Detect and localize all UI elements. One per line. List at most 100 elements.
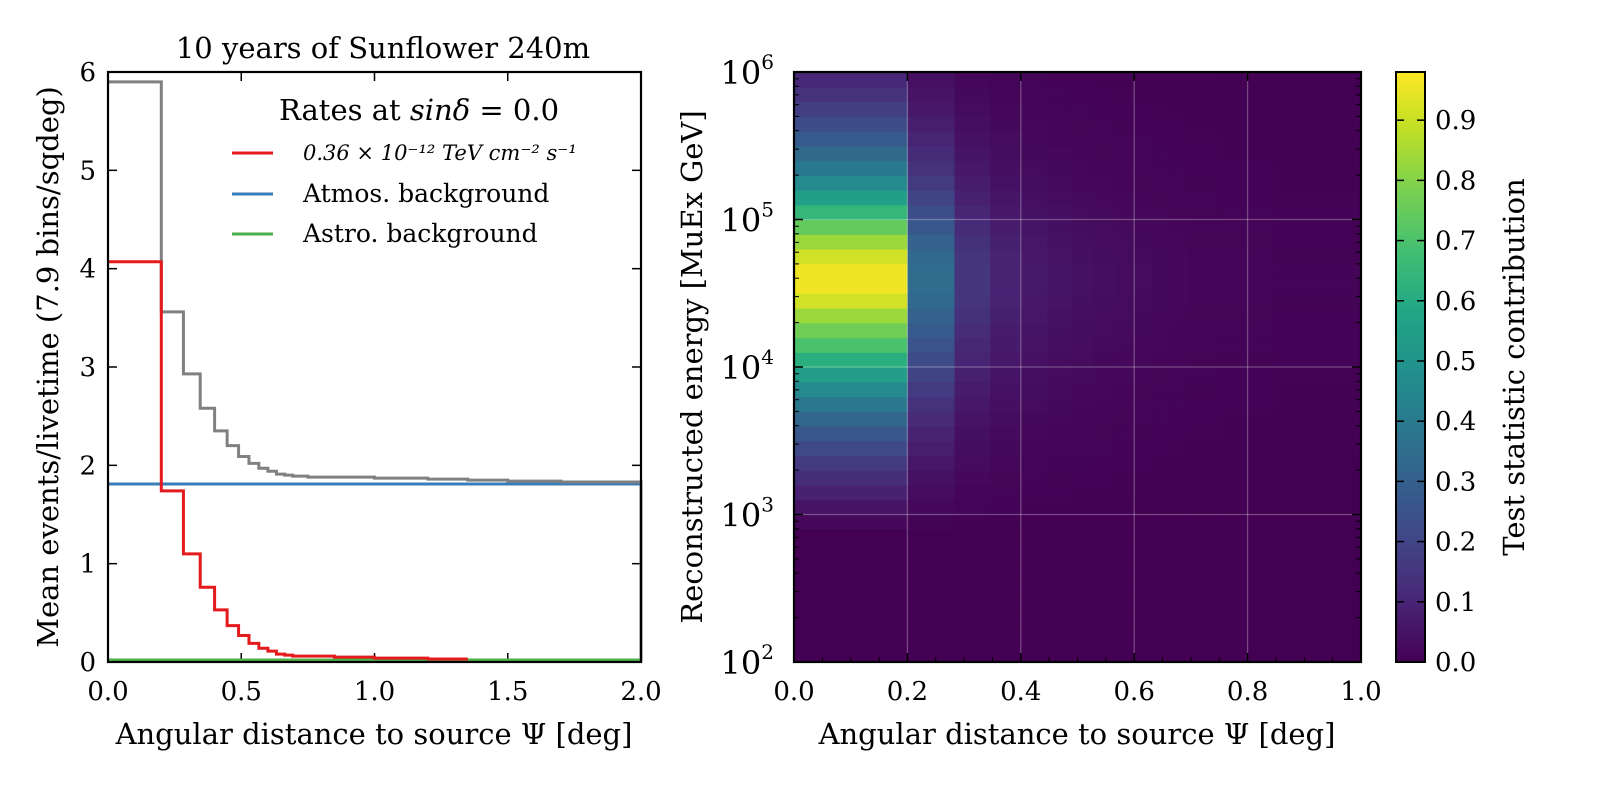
heatmap-cell xyxy=(1134,190,1153,206)
colorbar-label: Test statistic contribution xyxy=(1497,178,1531,556)
heatmap-cell xyxy=(907,367,956,383)
heatmap-cell xyxy=(1186,367,1220,383)
heatmap-cell xyxy=(1047,499,1073,516)
heatmap-cell xyxy=(1219,485,1277,501)
heatmap-cell xyxy=(1169,337,1188,353)
heatmap-cell xyxy=(794,588,908,604)
heatmap-cell xyxy=(990,322,1022,339)
heatmap-cell xyxy=(1186,470,1220,486)
heatmap-cell xyxy=(907,632,956,648)
heatmap-cell xyxy=(1071,131,1095,147)
heatmap-cell xyxy=(1093,529,1116,545)
heatmap-cell xyxy=(954,470,991,486)
heatmap-cell xyxy=(907,72,956,88)
heatmap-cell xyxy=(1047,529,1073,545)
heatmap-cell xyxy=(1169,131,1188,147)
heatmap-cell xyxy=(1134,529,1153,545)
colorbar xyxy=(1395,71,1426,663)
heatmap-cell xyxy=(1169,499,1188,516)
heatmap-cell xyxy=(794,426,908,442)
heatmap-cell xyxy=(907,190,956,206)
heatmap-cell xyxy=(1071,573,1095,589)
heatmap-cell xyxy=(1275,293,1362,309)
heatmap-cell xyxy=(1275,455,1362,471)
heatmap-cell xyxy=(990,632,1022,648)
heatmap-cell xyxy=(1219,337,1277,353)
heatmap-cell xyxy=(1275,308,1362,324)
heatmap-cell xyxy=(1093,101,1116,117)
heatmap-cell xyxy=(1047,234,1073,250)
heatmap-cell xyxy=(1219,131,1277,147)
heatmap-cell xyxy=(1047,190,1073,206)
heatmap-cell xyxy=(907,131,956,147)
heatmap-cell xyxy=(1169,234,1188,250)
left-x-tick-labels: 0.0 0.5 1.0 1.5 2.0 xyxy=(87,677,661,707)
heatmap-cell xyxy=(990,367,1022,383)
heatmap-cell xyxy=(1093,485,1116,501)
heatmap-cell xyxy=(1186,175,1220,191)
heatmap-cell xyxy=(1114,499,1135,516)
heatmap-cell xyxy=(990,588,1022,604)
heatmap-cell xyxy=(907,116,956,132)
heatmap-cell xyxy=(990,485,1022,501)
heatmap-cell xyxy=(954,381,991,398)
heatmap-cell xyxy=(1152,426,1171,442)
heatmap-cell xyxy=(1047,352,1073,368)
heatmap-cell xyxy=(990,278,1022,294)
heatmap-cell xyxy=(1152,544,1171,560)
heatmap-cell xyxy=(794,131,908,147)
legend-label-signal: 0.36 × 10⁻¹² TeV cm⁻² s⁻¹ xyxy=(303,141,577,165)
heatmap-cell xyxy=(907,86,956,103)
heatmap-cell xyxy=(794,573,908,589)
heatmap-cell xyxy=(1152,145,1171,162)
heatmap-cell xyxy=(954,175,991,191)
tick-exponent: 5 xyxy=(761,198,774,222)
heatmap-cell xyxy=(990,263,1022,280)
heatmap-cell xyxy=(990,145,1022,162)
heatmap-cell xyxy=(1275,617,1362,634)
right-y-tick-label: 106 xyxy=(721,50,774,92)
heatmap-cell xyxy=(1093,234,1116,250)
heatmap-cell xyxy=(1020,426,1049,442)
heatmap-cell xyxy=(1169,116,1188,132)
heatmap-cell xyxy=(1152,573,1171,589)
heatmap-cell xyxy=(1093,411,1116,427)
heatmap-cell xyxy=(907,352,956,368)
heatmap-cell xyxy=(794,293,908,309)
legend-title-prefix: Rates at xyxy=(279,93,410,127)
heatmap-cell xyxy=(1093,160,1116,176)
heatmap-cell xyxy=(954,72,991,88)
heatmap-cell xyxy=(1134,647,1153,663)
heatmap-cell xyxy=(1093,145,1116,162)
heatmap-cell xyxy=(1134,234,1153,250)
heatmap-cell xyxy=(1114,322,1135,339)
heatmap-cell xyxy=(1152,499,1171,516)
heatmap-cell xyxy=(1071,145,1095,162)
heatmap-cell xyxy=(954,558,991,575)
heatmap-cell xyxy=(1275,588,1362,604)
heatmap-cell xyxy=(1275,544,1362,560)
heatmap-cell xyxy=(1114,588,1135,604)
left-y-tick-label: 5 xyxy=(79,156,96,186)
heatmap-cell xyxy=(1134,86,1153,103)
heatmap-cell xyxy=(1169,529,1188,545)
heatmap-cell xyxy=(1020,263,1049,280)
heatmap-cell xyxy=(794,470,908,486)
heatmap-cell xyxy=(1219,440,1277,457)
heatmap-cell xyxy=(1219,411,1277,427)
heatmap-cell xyxy=(1152,234,1171,250)
heatmap-cell xyxy=(1152,249,1171,265)
left-y-tick-label: 2 xyxy=(79,451,96,481)
right-x-tick-labels: 0.0 0.2 0.4 0.6 0.8 1.0 xyxy=(773,677,1381,707)
left-chart-title: 10 years of Sunflower 240m xyxy=(176,31,590,65)
heatmap-cell xyxy=(794,322,908,339)
heatmap-cell xyxy=(794,514,908,530)
heatmap-cell xyxy=(1134,514,1153,530)
heatmap-cell xyxy=(1134,573,1153,589)
heatmap-cell xyxy=(1047,367,1073,383)
heatmap-cell xyxy=(794,278,908,294)
heatmap-cell xyxy=(990,204,1022,221)
heatmap-cell xyxy=(1114,396,1135,412)
heatmap-cell xyxy=(1047,485,1073,501)
heatmap-cell xyxy=(1219,322,1277,339)
